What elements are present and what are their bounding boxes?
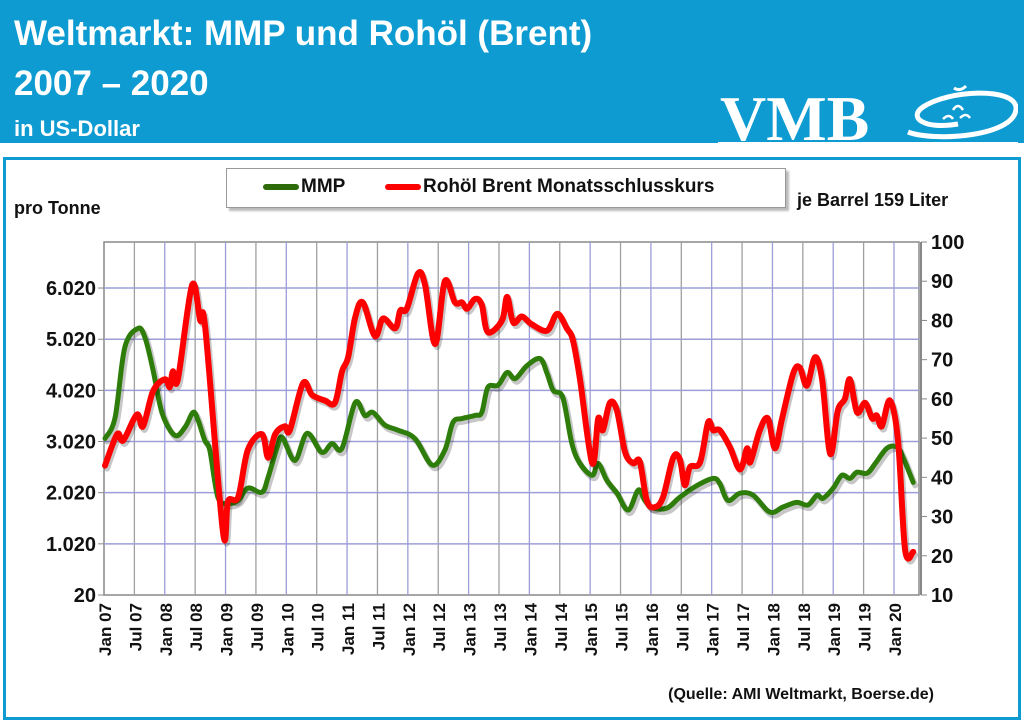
x-tick-label: Jan 14 [521, 602, 540, 655]
x-tick-label: Jan 18 [764, 603, 783, 656]
x-tick-label: Jul 08 [187, 603, 206, 651]
legend-label-mmp: MMP [301, 176, 346, 197]
series-line-brent [102, 268, 917, 562]
x-tick-label: Jan 20 [886, 603, 905, 656]
legend-item-mmp: MMP [263, 176, 345, 198]
right-axis-title: je Barrel 159 Liter [797, 190, 949, 210]
x-tick-label: Jul 14 [552, 602, 571, 651]
x-tick-label: Jan 16 [643, 603, 662, 656]
x-tick-label: Jul 17 [734, 603, 753, 651]
legend-swatch-brent [385, 184, 421, 190]
left-axis-title: pro Tonne [14, 198, 101, 218]
right-tick-label: 80 [931, 310, 953, 332]
right-tick-label: 30 [931, 507, 953, 529]
x-tick-label: Jul 09 [248, 603, 267, 651]
x-tick-label: Jan 13 [461, 603, 480, 656]
right-tick-label: 90 [931, 271, 953, 293]
logo-text: VMB [720, 83, 869, 144]
chart-title-years: 2007 – 2020 [14, 64, 209, 103]
x-tick-label: Jan 07 [96, 603, 115, 656]
chart-subtitle: in US-Dollar [14, 116, 140, 141]
right-tick-label: 10 [931, 585, 953, 607]
right-tick-label: 70 [931, 350, 953, 372]
x-tick-label: Jan 15 [582, 603, 601, 656]
legend-swatch-mmp [263, 184, 299, 190]
x-tick-label: Jul 11 [369, 603, 388, 650]
x-tick-label: Jan 19 [825, 603, 844, 656]
x-tick-label: Jul 15 [613, 603, 632, 651]
x-tick-label: Jul 13 [491, 603, 510, 651]
x-tick-label: Jul 18 [795, 603, 814, 651]
chart-title: Weltmarkt: MMP und Rohöl (Brent) [14, 14, 593, 53]
legend-item-brent: Rohöl Brent Monatsschlusskurs [385, 176, 714, 198]
right-tick-label: 60 [931, 389, 953, 411]
left-tick-label: 5.020 [46, 329, 96, 351]
right-tick-label: 40 [931, 467, 953, 489]
legend-label-brent: Rohöl Brent Monatsschlusskurs [423, 176, 715, 197]
left-tick-label: 2.020 [46, 483, 96, 505]
chart-frame [3, 157, 1021, 720]
legend: MMP Rohöl Brent Monatsschlusskurs [226, 168, 786, 208]
x-tick-label: Jan 09 [218, 603, 237, 656]
source-note: (Quelle: AMI Weltmarkt, Boerse.de) [668, 686, 934, 703]
left-tick-label: 6.020 [46, 278, 96, 300]
x-tick-label: Jul 07 [126, 603, 145, 651]
x-tick-label: Jan 10 [278, 603, 297, 656]
x-tick-label: Jan 08 [157, 603, 176, 656]
right-tick-label: 50 [931, 428, 953, 450]
left-tick-label: 1.020 [46, 534, 96, 556]
left-tick-label: 20 [74, 585, 96, 607]
x-tick-label: Jul 19 [856, 603, 875, 651]
right-tick-label: 100 [931, 232, 964, 254]
x-tick-label: Jul 12 [430, 603, 449, 651]
x-tick-label: Jul 10 [309, 603, 328, 651]
header-banner: Weltmarkt: MMP und Rohöl (Brent) 2007 – … [0, 0, 1024, 144]
x-tick-label: Jul 16 [673, 603, 692, 651]
x-tick-label: Jan 11 [339, 603, 358, 655]
x-tick-label: Jan 17 [704, 603, 723, 656]
right-tick-label: 20 [931, 546, 953, 568]
left-tick-label: 3.020 [46, 432, 96, 454]
x-tick-label: Jan 12 [400, 603, 419, 656]
left-tick-label: 4.020 [46, 380, 96, 402]
vmb-logo: VMB [718, 82, 1018, 144]
